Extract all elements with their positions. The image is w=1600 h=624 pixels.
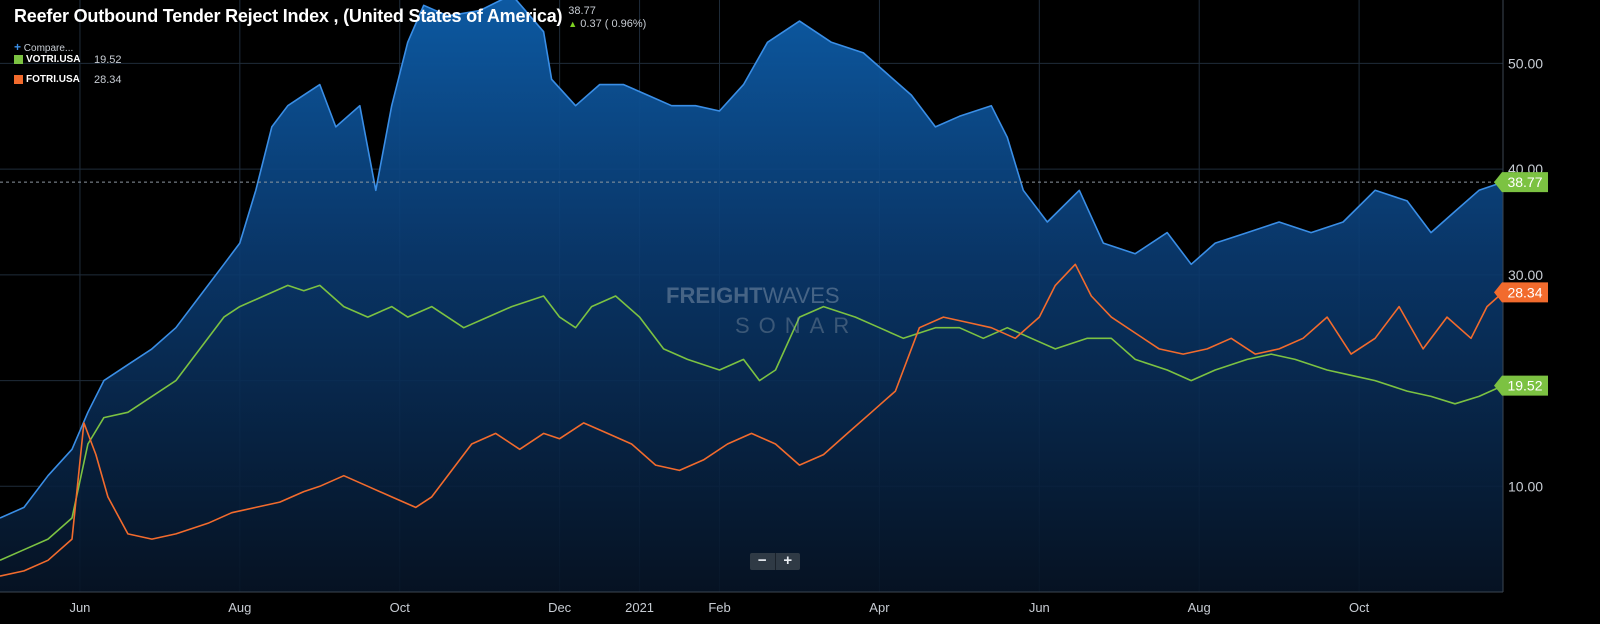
last-value-badge-rotri.usa: 38.77	[1494, 172, 1548, 193]
change-value: 0.37 ( 0.96%)	[580, 18, 647, 30]
y-tick-label: 30.00	[1508, 267, 1543, 283]
chart-title: Reefer Outbound Tender Reject Index , (U…	[14, 6, 563, 26]
compare-button[interactable]: + Compare...	[14, 40, 73, 54]
quote-box: 38.77 ▲ 0.37 ( 0.96%)	[568, 5, 646, 31]
badge-label: 38.77	[1507, 174, 1542, 190]
legend-value: 19.52	[94, 53, 122, 66]
watermark: FREIGHTWAVES SONAR	[666, 283, 858, 338]
watermark-sonar: SONAR	[735, 313, 858, 338]
x-tick-label: Jun	[1029, 600, 1050, 615]
legend-item-votri[interactable]: VOTRI.USA 19.52	[14, 54, 122, 66]
x-tick-label: Aug	[1188, 600, 1211, 615]
badge-label: 28.34	[1507, 284, 1542, 300]
watermark-freight: FREIGHT	[666, 283, 763, 308]
svg-text:FREIGHTWAVES: FREIGHTWAVES	[666, 283, 840, 308]
series-line-fotri.usa[interactable]	[0, 263, 1504, 577]
x-tick-label: Jun	[69, 600, 90, 615]
series-line-votri.usa[interactable]	[0, 284, 1504, 562]
zoom-divider	[774, 553, 776, 570]
x-tick-label: 2021	[625, 600, 654, 615]
zoom-in-button[interactable]: +	[783, 552, 793, 569]
compare-label: Compare...	[23, 43, 74, 54]
x-tick-label: Feb	[708, 600, 730, 615]
legend-code: FOTRI.USA	[26, 74, 80, 85]
x-tick-label: Apr	[869, 600, 890, 615]
series-lines	[0, 0, 1504, 577]
last-value: 38.77	[568, 5, 596, 17]
up-arrow-icon: ▲	[568, 19, 578, 29]
legend-code: VOTRI.USA	[26, 54, 81, 65]
x-tick-label: Aug	[228, 600, 251, 615]
plus-icon: +	[14, 40, 22, 54]
series-line-rotri.usa[interactable]	[0, 0, 1504, 519]
watermark-waves: WAVES	[763, 283, 840, 308]
chart-header: Reefer Outbound Tender Reject Index , (U…	[14, 5, 646, 31]
last-value-badge-votri.usa: 19.52	[1494, 375, 1548, 396]
y-tick-label: 50.00	[1508, 55, 1543, 71]
legend-value: 28.34	[94, 73, 122, 86]
area-rotri.usa	[0, 0, 1503, 592]
badge-shape	[1494, 282, 1548, 303]
last-value-badges: 38.77 19.52 28.34	[1494, 172, 1548, 396]
legend-item-fotri[interactable]: FOTRI.USA 28.34	[14, 74, 122, 86]
zoom-controls: − +	[750, 553, 800, 570]
legend-swatch	[14, 75, 23, 84]
badge-shape	[1494, 172, 1548, 193]
badge-shape	[1494, 375, 1548, 396]
x-tick-label: Oct	[1349, 600, 1370, 615]
x-tick-label: Oct	[390, 600, 411, 615]
x-tick-label: Dec	[548, 600, 572, 615]
legend-swatch	[14, 55, 23, 64]
last-value-badge-fotri.usa: 28.34	[1494, 282, 1548, 303]
y-tick-label: 10.00	[1508, 478, 1543, 494]
area-fill	[0, 0, 1503, 592]
badge-label: 19.52	[1507, 378, 1542, 394]
zoom-out-button[interactable]: −	[757, 552, 767, 569]
